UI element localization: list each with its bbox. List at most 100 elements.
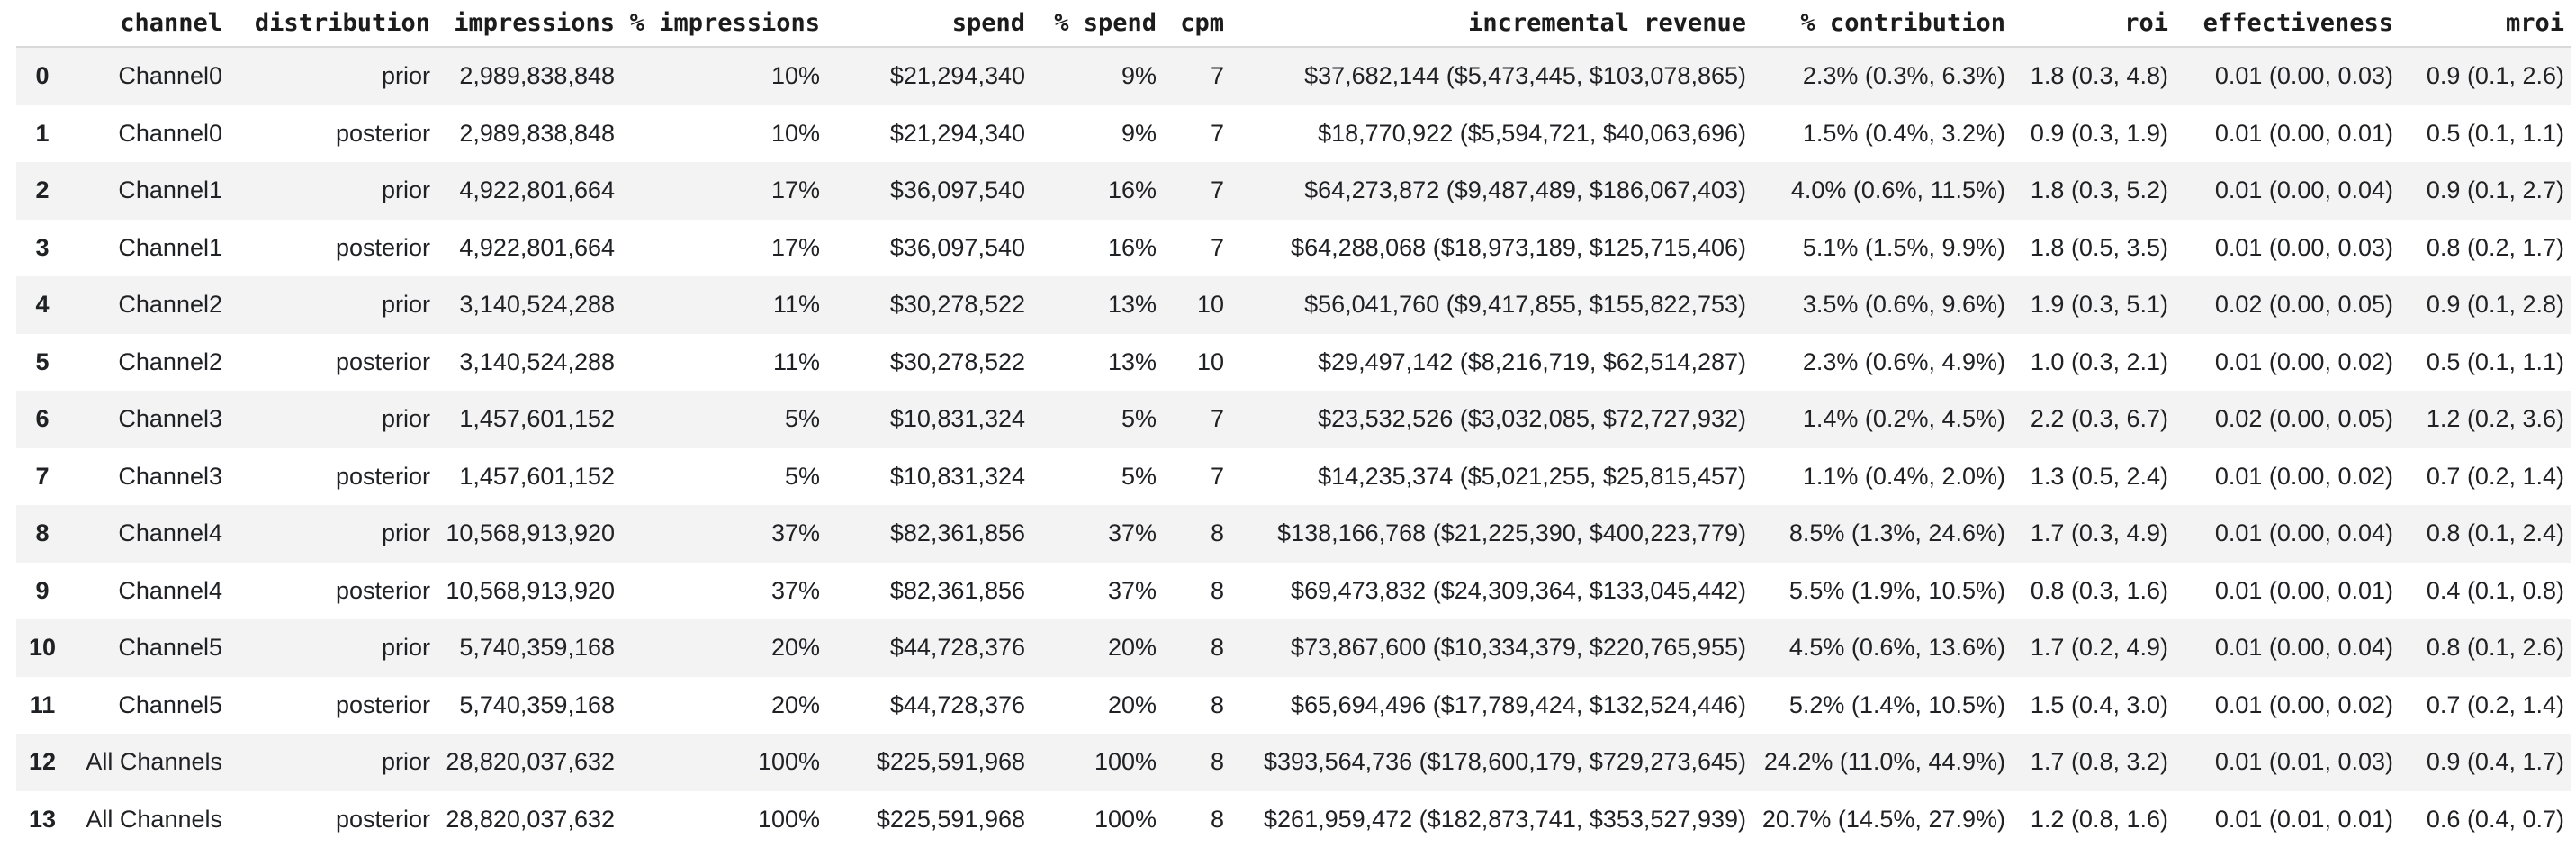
cell-channel: All Channels xyxy=(86,748,222,776)
cell-roi: 1.7 (0.2, 4.9) xyxy=(2030,634,2168,662)
cell-pct-impressions: 100% xyxy=(757,805,820,833)
cell-impressions: 2,989,838,848 xyxy=(459,62,615,90)
cell-pct-contribution: 4.0% (0.6%, 11.5%) xyxy=(1790,176,2005,204)
cell-incremental-revenue: $64,273,872 ($9,487,489, $186,067,403) xyxy=(1304,176,1746,204)
cell-impressions: 1,457,601,152 xyxy=(459,462,615,490)
cell-pct-contribution: 5.5% (1.9%, 10.5%) xyxy=(1788,576,2005,604)
cell-pct-contribution: 20.7% (14.5%, 27.9%) xyxy=(1761,805,2005,833)
cell-effectiveness: 0.01 (0.00, 0.01) xyxy=(2214,119,2393,147)
cell-spend: $225,591,968 xyxy=(876,748,1025,776)
cell-pct-contribution: 4.5% (0.6%, 13.6%) xyxy=(1788,634,2005,662)
cell-effectiveness: 0.01 (0.00, 0.02) xyxy=(2214,690,2393,718)
cell-distribution: posterior xyxy=(335,462,430,490)
table-body: 0 Channel0 prior 2,989,838,848 10% $21,294,34… xyxy=(16,47,2571,848)
cell-spend: $10,831,324 xyxy=(889,462,1025,490)
cell-pct-spend: 37% xyxy=(1107,576,1157,604)
cell-spend: $44,728,376 xyxy=(889,634,1025,662)
table-row: 13 All Channels posterior 28,820,037,632 100… xyxy=(16,790,2571,848)
table-row: 4 Channel2 prior 3,140,524,288 11% $30,278,52… xyxy=(16,276,2571,334)
cell-pct-contribution: 1.1% (0.4%, 2.0%) xyxy=(1802,462,2005,490)
row-index: 8 xyxy=(35,519,50,547)
column-header-impressions: impressions xyxy=(437,0,622,48)
cell-cpm: 8 xyxy=(1210,748,1224,776)
channel-summary-table: channel distribution impressions% impressi… xyxy=(16,0,2571,848)
cell-pct-impressions: 10% xyxy=(770,119,820,147)
cell-incremental-revenue: $393,564,736 ($178,600,179, $729,273,645… xyxy=(1264,748,1746,776)
cell-effectiveness: 0.01 (0.01, 0.01) xyxy=(2214,805,2393,833)
row-index: 9 xyxy=(35,576,50,604)
cell-pct-contribution: 5.1% (1.5%, 9.9%) xyxy=(1802,233,2005,261)
column-header-roi: roi xyxy=(2013,0,2175,48)
cell-pct-impressions: 5% xyxy=(784,405,820,433)
cell-impressions: 3,140,524,288 xyxy=(459,291,615,319)
row-index: 1 xyxy=(35,119,50,147)
cell-cpm: 7 xyxy=(1210,62,1224,90)
table-row: 3 Channel1 posterior 4,922,801,664 17% $36,09… xyxy=(16,219,2571,276)
cell-mroi: 0.8 (0.1, 2.6) xyxy=(2426,634,2564,662)
cell-pct-spend: 5% xyxy=(1121,462,1157,490)
column-header-spend: spend xyxy=(827,0,1032,48)
cell-pct-contribution: 1.5% (0.4%, 3.2%) xyxy=(1802,119,2005,147)
cell-pct-spend: 100% xyxy=(1094,805,1157,833)
table-row: 10 Channel5 prior 5,740,359,168 20% $44,728,3… xyxy=(16,619,2571,677)
cell-roi: 1.3 (0.5, 2.4) xyxy=(2030,462,2168,490)
table-row: 11 Channel5 posterior 5,740,359,168 20% $44,7… xyxy=(16,676,2571,734)
cell-effectiveness: 0.01 (0.00, 0.04) xyxy=(2214,176,2393,204)
cell-spend: $82,361,856 xyxy=(889,519,1025,547)
cell-distribution: posterior xyxy=(335,233,430,261)
cell-channel: Channel2 xyxy=(118,291,222,319)
cell-spend: $10,831,324 xyxy=(889,405,1025,433)
dataframe-output-area: channel distribution impressions% impressi… xyxy=(16,0,2571,848)
cell-effectiveness: 0.02 (0.00, 0.05) xyxy=(2214,405,2393,433)
cell-channel: Channel4 xyxy=(118,576,222,604)
column-header-cpm: cpm xyxy=(1164,0,1231,48)
table-row: 12 All Channels prior 28,820,037,632 100% $22… xyxy=(16,734,2571,791)
cell-roi: 1.7 (0.8, 3.2) xyxy=(2030,748,2168,776)
cell-distribution: prior xyxy=(381,62,430,90)
table-row: 0 Channel0 prior 2,989,838,848 10% $21,294,34… xyxy=(16,47,2571,105)
row-index: 13 xyxy=(28,805,57,833)
column-header-distribution: distribution xyxy=(230,0,437,48)
column-header-mroi: mroi xyxy=(2400,0,2571,48)
table-row: 1 Channel0 posterior 2,989,838,848 10% $21,29… xyxy=(16,104,2571,162)
cell-pct-impressions: 11% xyxy=(772,347,820,375)
cell-cpm: 10 xyxy=(1196,291,1224,319)
cell-effectiveness: 0.01 (0.00, 0.04) xyxy=(2214,634,2393,662)
cell-incremental-revenue: $69,473,832 ($24,309,364, $133,045,442) xyxy=(1291,576,1746,604)
table-row: 2 Channel1 prior 4,922,801,664 17% $36,097,54… xyxy=(16,162,2571,220)
cell-incremental-revenue: $14,235,374 ($5,021,255, $25,815,457) xyxy=(1318,462,1746,490)
cell-pct-spend: 9% xyxy=(1121,119,1157,147)
cell-spend: $30,278,522 xyxy=(889,347,1025,375)
cell-effectiveness: 0.01 (0.00, 0.02) xyxy=(2214,462,2393,490)
cell-pct-contribution: 1.4% (0.2%, 4.5%) xyxy=(1802,405,2005,433)
cell-mroi: 0.8 (0.1, 2.4) xyxy=(2426,519,2564,547)
cell-pct-contribution: 3.5% (0.6%, 9.6%) xyxy=(1802,291,2005,319)
cell-pct-impressions: 17% xyxy=(770,176,820,204)
cell-roi: 1.0 (0.3, 2.1) xyxy=(2030,347,2168,375)
cell-cpm: 8 xyxy=(1210,519,1224,547)
cell-distribution: prior xyxy=(381,405,430,433)
cell-pct-impressions: 20% xyxy=(770,634,820,662)
cell-pct-impressions: 37% xyxy=(770,576,820,604)
cell-pct-impressions: 100% xyxy=(757,748,820,776)
cell-effectiveness: 0.02 (0.00, 0.05) xyxy=(2214,291,2393,319)
cell-channel: Channel4 xyxy=(118,519,222,547)
cell-distribution: posterior xyxy=(335,805,430,833)
cell-cpm: 8 xyxy=(1210,690,1224,718)
cell-mroi: 0.9 (0.1, 2.8) xyxy=(2426,291,2564,319)
cell-channel: All Channels xyxy=(86,805,222,833)
cell-mroi: 1.2 (0.2, 3.6) xyxy=(2426,405,2564,433)
cell-mroi: 0.6 (0.4, 0.7) xyxy=(2426,805,2564,833)
cell-incremental-revenue: $37,682,144 ($5,473,445, $103,078,865) xyxy=(1304,62,1746,90)
cell-pct-contribution: 5.2% (1.4%, 10.5%) xyxy=(1788,690,2005,718)
cell-pct-spend: 13% xyxy=(1107,291,1157,319)
cell-channel: Channel3 xyxy=(118,462,222,490)
column-header-incremental-revenue: incremental revenue xyxy=(1231,0,1753,48)
cell-effectiveness: 0.01 (0.00, 0.04) xyxy=(2214,519,2393,547)
cell-channel: Channel5 xyxy=(118,634,222,662)
cell-impressions: 5,740,359,168 xyxy=(459,690,615,718)
cell-incremental-revenue: $56,041,760 ($9,417,855, $155,822,753) xyxy=(1304,291,1746,319)
cell-incremental-revenue: $261,959,472 ($182,873,741, $353,527,939… xyxy=(1264,805,1746,833)
cell-pct-impressions: 10% xyxy=(770,62,820,90)
cell-roi: 1.8 (0.3, 4.8) xyxy=(2030,62,2168,90)
